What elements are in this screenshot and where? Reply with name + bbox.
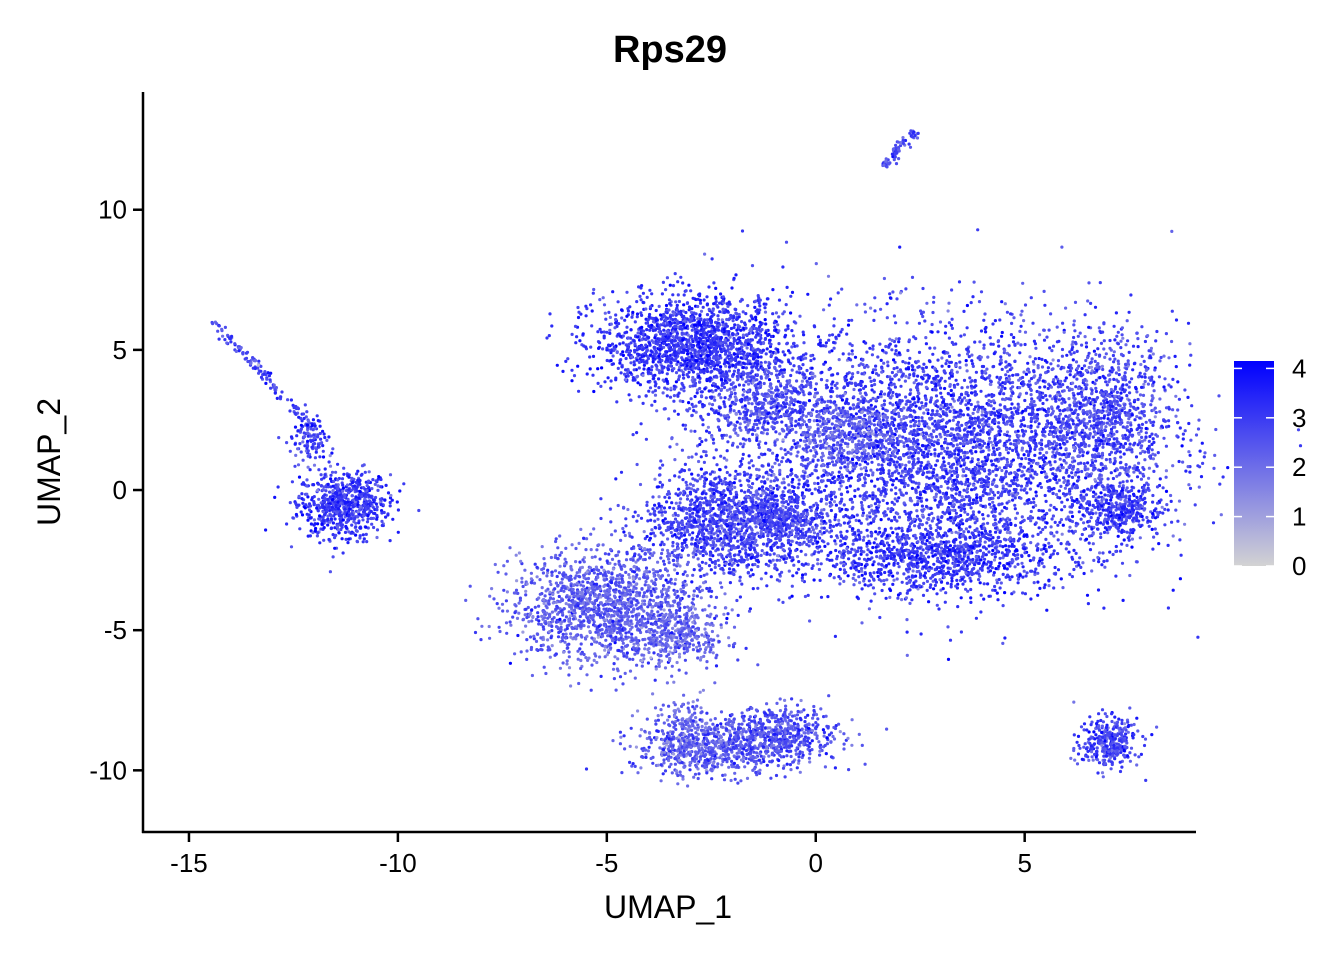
y-axis-label: UMAP_2 xyxy=(31,398,67,526)
y-tick-label: -5 xyxy=(104,615,127,645)
color-legend: 0 1 2 3 4 xyxy=(1234,353,1306,581)
x-tick-label: -10 xyxy=(379,848,417,878)
x-tick-label: 5 xyxy=(1017,848,1031,878)
y-tick-label: 0 xyxy=(113,475,127,505)
x-axis-label: UMAP_1 xyxy=(604,889,732,925)
x-ticks: -15 -10 -5 0 5 xyxy=(170,832,1032,878)
x-tick-label: -15 xyxy=(170,848,208,878)
color-bar-label: 2 xyxy=(1292,452,1306,482)
axes: -15 -10 -5 0 5 -10 -5 0 5 10 xyxy=(89,92,1196,878)
color-bar-ticks: 0 1 2 3 4 xyxy=(1234,353,1306,581)
scatter-points xyxy=(210,129,1303,788)
x-tick-label: -5 xyxy=(595,848,618,878)
y-tick-label: 10 xyxy=(98,195,127,225)
y-ticks: -10 -5 0 5 10 xyxy=(89,195,143,785)
x-tick-label: 0 xyxy=(809,848,823,878)
color-bar-label: 1 xyxy=(1292,502,1306,532)
color-bar xyxy=(1234,361,1274,566)
y-tick-label: -10 xyxy=(89,755,127,785)
color-bar-label: 4 xyxy=(1292,353,1306,383)
y-tick-label: 5 xyxy=(113,335,127,365)
color-bar-label: 3 xyxy=(1292,403,1306,433)
chart-title: Rps29 xyxy=(613,29,727,71)
color-bar-label: 0 xyxy=(1292,551,1306,581)
